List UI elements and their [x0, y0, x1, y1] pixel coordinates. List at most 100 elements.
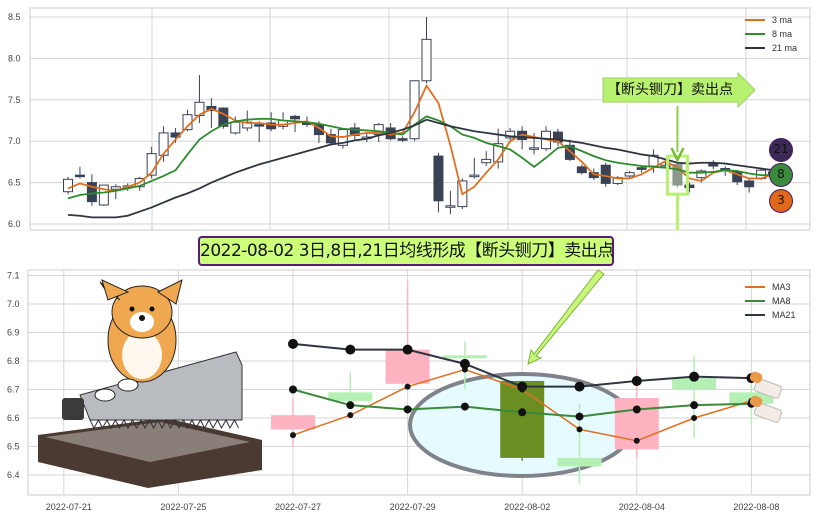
top-candle-body: [421, 38, 432, 82]
ma8-end-marker: 8: [769, 163, 793, 187]
bottom-y-tick-label: 6.7: [7, 385, 20, 395]
cleaver-handle-icon: [749, 371, 763, 383]
bottom-y-tick-label: 7.0: [7, 299, 20, 309]
cleaver-handle-icon: [749, 395, 763, 407]
corgi-ear-left-2: [101, 279, 130, 301]
top-y-tick-label: 8.0: [8, 53, 21, 63]
callout-arrow-shape: [602, 71, 756, 109]
top-candle-body: [708, 163, 719, 167]
saw-teeth: [89, 418, 239, 430]
top-legend-label: 21 ma: [772, 43, 797, 53]
corgi-paw: [117, 378, 139, 392]
top-y-tick-label: 7.0: [8, 136, 21, 146]
bottom-candle-body: [500, 380, 545, 458]
bottom-point-MA8: [632, 405, 641, 414]
bottom-point-MA21: [689, 371, 700, 382]
top-candle-body: [672, 163, 683, 186]
bottom-point-MA8: [575, 412, 584, 421]
corgi-nose: [139, 315, 145, 321]
bottom-point-MA8: [518, 408, 527, 417]
bottom-point-MA3: [404, 383, 411, 390]
bottom-point-MA8: [690, 401, 699, 410]
bottom-point-MA3: [633, 437, 640, 444]
bottom-point-MA21: [345, 344, 356, 355]
top-line-8-ma: [67, 115, 774, 200]
guillotine-base-top: [45, 422, 250, 462]
bottom-x-tick-label: 2022-07-27: [275, 502, 321, 512]
top-y-tick-label: 7.5: [8, 95, 21, 105]
top-candle-body: [230, 121, 241, 134]
bottom-point-MA8: [403, 405, 412, 414]
top-y-tick-label: 6.0: [8, 219, 21, 229]
bottom-x-tick-label: 2022-07-21: [46, 502, 92, 512]
corgi-chest: [122, 331, 162, 379]
chart-title-banner: 2022-08-02 3日,8日,21日均线形成【断头铡刀】卖出点: [198, 236, 614, 266]
top-candle-body: [696, 170, 707, 179]
bottom-x-tick-label: 2022-08-02: [504, 502, 550, 512]
bottom-point-MA21: [402, 344, 413, 355]
bottom-x-tick-label: 2022-07-25: [160, 502, 206, 512]
ma21-end-marker: 21: [769, 138, 793, 162]
bottom-candle-body: [328, 392, 373, 401]
bottom-point-MA3: [347, 412, 354, 419]
bottom-candle-body: [442, 355, 487, 359]
bottom-candle-body: [557, 457, 602, 467]
top-candle-body: [86, 182, 97, 203]
bottom-point-MA3: [576, 426, 583, 433]
cleaver-icon: [753, 402, 783, 423]
top-candle-body: [397, 138, 408, 141]
bottom-candle-body: [385, 349, 430, 384]
bottom-x-tick-label: 2022-08-04: [619, 502, 665, 512]
top-candle-body: [744, 180, 755, 188]
pointer-arrow: [527, 269, 605, 365]
corgi-muzzle: [130, 312, 154, 332]
top-candle-body: [74, 174, 85, 178]
bottom-y-tick-label: 6.8: [7, 356, 20, 366]
top-y-tick-label: 6.5: [8, 178, 21, 188]
saw-handle: [62, 398, 84, 420]
bottom-x-tick-label: 2022-08-08: [733, 502, 779, 512]
top-legend-label: 3 ma: [772, 15, 792, 25]
top-candle-body: [266, 122, 277, 130]
corgi-eye: [129, 306, 135, 312]
corgi-guillotine-illustration: [38, 279, 783, 488]
top-candle-body: [409, 80, 420, 140]
top-candle-body: [576, 166, 587, 174]
top-y-tick-label: 8.5: [8, 12, 21, 22]
top-candle-body: [660, 164, 671, 168]
bottom-point-MA3: [691, 415, 698, 421]
top-candle-body: [290, 115, 301, 120]
bottom-candle-body: [672, 378, 717, 390]
top-candle-body: [624, 172, 635, 177]
saw-blade: [79, 351, 243, 421]
bottom-y-tick-label: 6.9: [7, 328, 20, 338]
bottom-y-tick-label: 6.4: [7, 470, 20, 480]
bottom-point-MA21: [288, 338, 298, 349]
bottom-point-MA3: [290, 432, 296, 439]
bottom-legend-label: MA3: [772, 282, 791, 292]
top-candle-body: [98, 184, 109, 206]
top-candle-body: [158, 132, 169, 156]
top-candle-body: [63, 178, 73, 193]
top-candle-body: [529, 147, 540, 150]
corgi-ear-right: [157, 279, 183, 305]
corgi-paw: [94, 388, 116, 402]
top-candle-body: [254, 124, 265, 127]
sell-signal-callout: 【断头铡刀】卖出点: [607, 82, 733, 98]
callout-pointer-arrowhead: [670, 147, 685, 163]
top-candle-body: [325, 134, 336, 144]
top-line-21-ma: [67, 118, 774, 219]
top-candle-body: [445, 205, 456, 208]
bottom-candle-body: [271, 415, 315, 430]
top-plot-area: [29, 7, 811, 231]
bottom-point-MA8: [289, 385, 297, 394]
cleaver-icon: [753, 378, 783, 399]
bottom-point-MA21: [631, 375, 642, 386]
top-candle-body: [110, 186, 121, 190]
bottom-y-tick-label: 6.5: [7, 442, 20, 452]
top-candle-body: [481, 158, 492, 164]
bottom-x-tick-label: 2022-07-29: [390, 502, 436, 512]
ma3-end-marker: 3: [769, 189, 793, 213]
bottom-y-tick-label: 6.6: [7, 413, 20, 423]
